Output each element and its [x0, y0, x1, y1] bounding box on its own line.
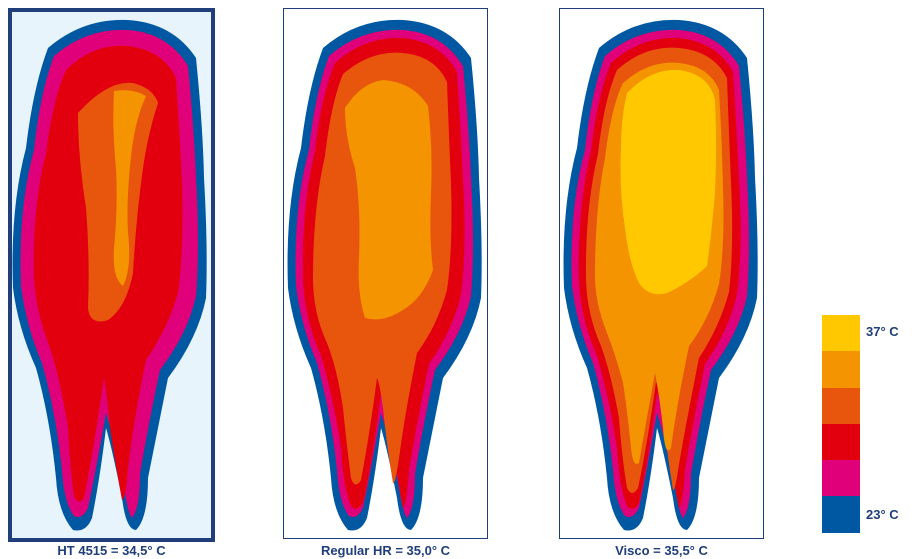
caption-visco: Visco = 35,5° C: [615, 543, 708, 558]
caption-ht4515: HT 4515 = 34,5° C: [57, 543, 166, 558]
zone-orange: [113, 90, 146, 286]
thermal-map-ht4515: [8, 8, 215, 542]
zone-yellow: [620, 69, 716, 295]
legend-min-label: 23° C: [866, 507, 899, 522]
legend-swatch-yellow: [822, 315, 860, 352]
temperature-legend: [822, 315, 860, 533]
thermal-map-regular-hr: [283, 8, 488, 539]
legend-swatch-orange-red: [822, 387, 860, 424]
thermal-panel-regular-hr: Regular HR = 35,0° C: [283, 8, 508, 558]
legend-swatch-magenta: [822, 460, 860, 497]
caption-regular-hr: Regular HR = 35,0° C: [320, 543, 451, 558]
legend-swatch-red: [822, 423, 860, 461]
zone-orange: [345, 80, 433, 320]
thermal-panel-visco: Visco = 35,5° C: [559, 8, 784, 558]
legend-swatch-blue: [822, 496, 860, 533]
thermal-panel-ht4515: HT 4515 = 34,5° C: [8, 8, 233, 558]
thermal-map-visco: [559, 8, 764, 539]
legend-swatch-orange: [822, 351, 860, 388]
legend-max-label: 37° C: [866, 324, 899, 339]
